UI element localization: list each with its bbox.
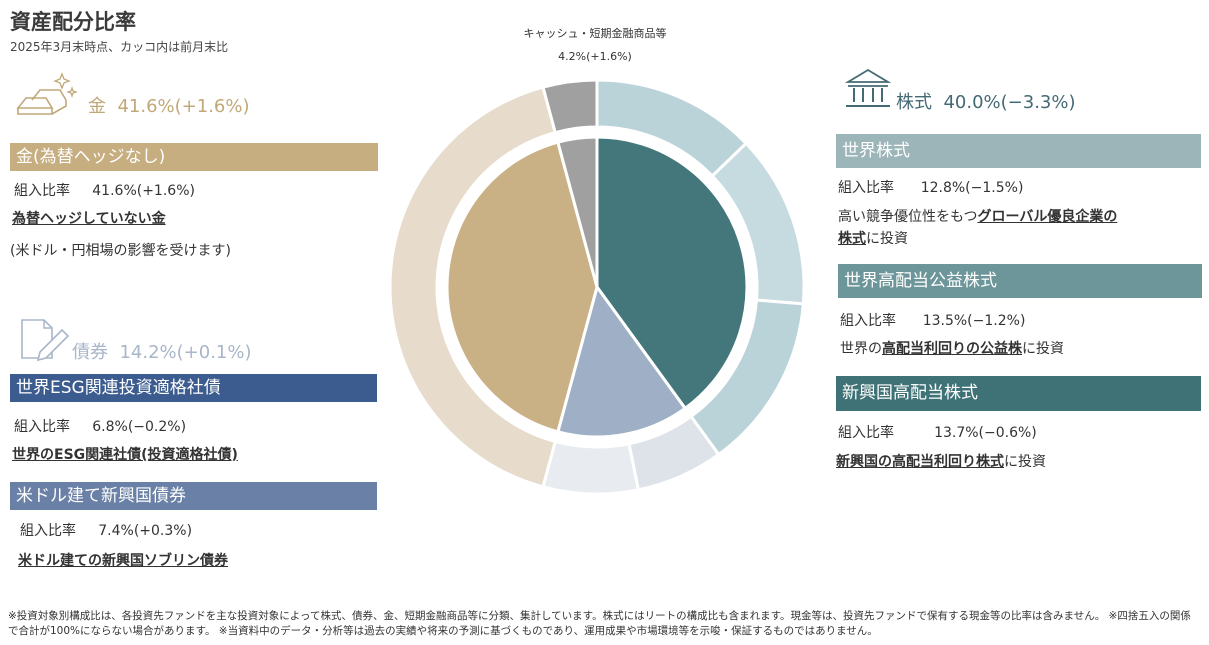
gold-group-label: 金 41.6%(+1.6%) bbox=[88, 96, 250, 117]
em-stock-desc: 新興国の高配当利回り株式に投資 bbox=[836, 454, 1046, 470]
gold-ratio-row: 組入比率 41.6%(+1.6%) bbox=[14, 183, 195, 199]
gold-bar-icon bbox=[16, 72, 78, 115]
fund-bar-gold: 金(為替ヘッジなし) bbox=[10, 143, 378, 171]
fund-bar-world-stock: 世界株式 bbox=[836, 134, 1201, 168]
cash-label: キャッシュ・短期金融商品等 bbox=[523, 27, 667, 40]
em-bond-desc: 米ドル建ての新興国ソブリン債券 bbox=[18, 553, 228, 569]
bank-building-icon bbox=[844, 68, 892, 107]
bond-group-label: 債券 14.2%(+0.1%) bbox=[72, 342, 252, 363]
outer-slice-5 bbox=[388, 85, 558, 489]
gold-desc-note: (米ドル・円相場の影響を受けます) bbox=[10, 243, 231, 259]
outer-slice-6 bbox=[541, 78, 599, 135]
esg-desc: 世界のESG関連社債(投資適格社債) bbox=[12, 447, 238, 463]
fund-bar-esg-bond: 世界ESG関連投資適格社債 bbox=[10, 374, 377, 402]
outer-slice-4 bbox=[541, 439, 641, 496]
cash-value: 4.2%(+1.6%) bbox=[558, 50, 632, 63]
fund-bar-em-high-div: 新興国高配当株式 bbox=[836, 376, 1201, 411]
allocation-donut-chart bbox=[388, 78, 806, 496]
em-bond-ratio-row: 組入比率 7.4%(+0.3%) bbox=[20, 523, 193, 539]
inner-slice-1 bbox=[556, 283, 688, 439]
inner-slice-3 bbox=[556, 135, 599, 288]
document-pen-icon bbox=[21, 319, 70, 362]
page-subtitle: 2025年3月末時点、カッコ内は前月末比 bbox=[10, 40, 229, 54]
page-title: 資産配分比率 bbox=[10, 10, 136, 34]
inner-slice-2 bbox=[445, 140, 599, 434]
inner-slice-0 bbox=[595, 135, 749, 411]
util-desc: 世界の高配当利回りの公益株に投資 bbox=[840, 341, 1064, 357]
gold-desc: 為替ヘッジしていない金 bbox=[12, 211, 166, 227]
footnote: ※投資対象別構成比は、各投資先ファンドを主な投資対象によって株式、債券、金、短期… bbox=[8, 610, 1191, 637]
stock-group-label: 株式 40.0%(−3.3%) bbox=[896, 92, 1076, 113]
esg-ratio-row: 組入比率 6.8%(−0.2%) bbox=[14, 419, 187, 435]
world-stock-desc: 高い競争優位性をもつグローバル優良企業の 株式に投資 bbox=[838, 209, 1118, 247]
em-stock-ratio-row: 組入比率 13.7%(−0.6%) bbox=[838, 425, 1037, 441]
world-stock-ratio-row: 組入比率 12.8%(−1.5%) bbox=[838, 180, 1024, 196]
util-ratio-row: 組入比率 13.5%(−1.2%) bbox=[840, 313, 1026, 329]
fund-bar-em-usd-bond: 米ドル建て新興国債券 bbox=[10, 482, 377, 510]
fund-bar-high-div-util: 世界高配当公益株式 bbox=[838, 264, 1202, 298]
